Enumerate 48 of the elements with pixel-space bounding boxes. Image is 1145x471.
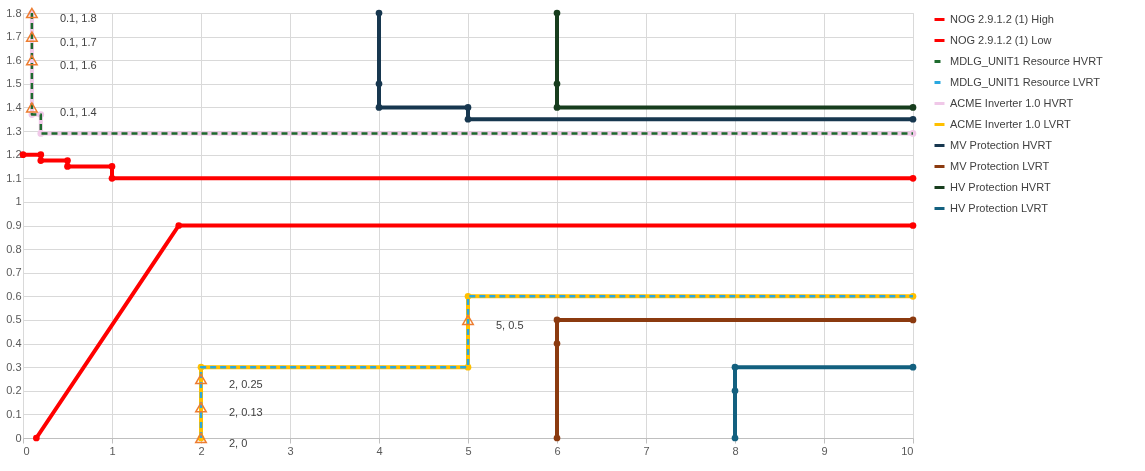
- x-tick-label: 9: [821, 444, 828, 457]
- legend-label: MV Protection HVRT: [950, 138, 1053, 151]
- x-tick-label: 2: [198, 444, 205, 457]
- x-tick-label: 4: [376, 444, 383, 457]
- legend-label: ACME Inverter 1.0 HVRT: [950, 96, 1074, 109]
- y-tick-label: 0.2: [6, 384, 22, 397]
- y-tick-label: 1.3: [6, 124, 22, 137]
- y-tick-label: 0: [15, 431, 22, 444]
- x-tick-label: 8: [732, 444, 739, 457]
- legend-label: MDLG_UNIT1 Resource LVRT: [950, 75, 1101, 88]
- y-tick-label: 1.4: [6, 100, 22, 113]
- annotation: 0.1, 1.8: [59, 12, 97, 24]
- y-tick-label: 0.1: [6, 407, 22, 420]
- annotation: 0.1, 1.6: [59, 59, 97, 72]
- annotation: 0.1, 1.4: [59, 106, 97, 119]
- legend-label: ACME Inverter 1.0 LVRT: [950, 117, 1071, 130]
- y-tick-label: 0.3: [6, 360, 22, 373]
- legend-label: MV Protection LVRT: [950, 159, 1050, 172]
- x-tick-label: 3: [287, 444, 294, 457]
- annotation: 0.1, 1.7: [59, 35, 97, 48]
- x-tick-label: 5: [465, 444, 472, 457]
- x-tick-label: 1: [109, 444, 116, 457]
- legend-label: NOG 2.9.1.2 (1) High: [950, 12, 1054, 25]
- annotation: 5, 0.5: [496, 318, 524, 331]
- y-tick-label: 1.1: [6, 171, 22, 184]
- annotation: 2, 0: [229, 437, 248, 449]
- x-tick-label: 10: [901, 444, 914, 457]
- y-tick-label: 0.4: [6, 337, 22, 350]
- y-tick-label: 0.9: [6, 219, 22, 231]
- y-tick-label: 1.8: [6, 6, 22, 19]
- legend-label: HV Protection LVRT: [950, 201, 1049, 214]
- legend-label: NOG 2.9.1.2 (1) Low: [950, 33, 1052, 46]
- y-tick-label: 1.6: [6, 53, 22, 66]
- y-tick-label: 1.5: [6, 77, 22, 90]
- y-tick-label: 1.7: [6, 30, 22, 43]
- y-tick-label: 1.2: [6, 148, 22, 161]
- y-tick-label: 0.6: [6, 289, 22, 302]
- y-tick-label: 0.8: [6, 242, 22, 255]
- y-tick-label: 0.7: [6, 266, 22, 279]
- annotation: 2, 0.13: [229, 406, 263, 419]
- y-tick-label: 1: [15, 195, 22, 208]
- y-tick-label: 0.5: [6, 313, 22, 326]
- legend-label: HV Protection HVRT: [950, 180, 1051, 193]
- x-tick-label: 0: [23, 444, 30, 457]
- x-tick-label: 7: [643, 444, 650, 457]
- annotation: 2, 0.25: [229, 377, 263, 390]
- legend-label: MDLG_UNIT1 Resource HVRT: [950, 54, 1103, 67]
- x-tick-label: 6: [554, 444, 561, 457]
